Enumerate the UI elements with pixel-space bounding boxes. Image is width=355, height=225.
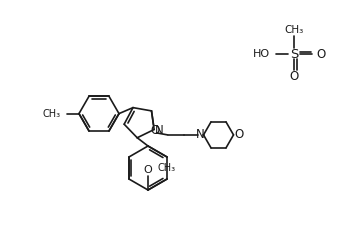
Text: CH₃: CH₃ <box>43 109 61 119</box>
Text: N: N <box>155 124 164 137</box>
Text: O: O <box>289 70 299 83</box>
Text: O: O <box>150 124 159 137</box>
Text: HO: HO <box>253 49 270 59</box>
Text: O: O <box>316 47 325 61</box>
Text: O: O <box>144 165 152 175</box>
Text: S: S <box>290 47 298 61</box>
Text: CH₃: CH₃ <box>158 163 176 173</box>
Text: O: O <box>234 128 243 141</box>
Text: CH₃: CH₃ <box>284 25 304 35</box>
Text: N: N <box>196 128 205 141</box>
